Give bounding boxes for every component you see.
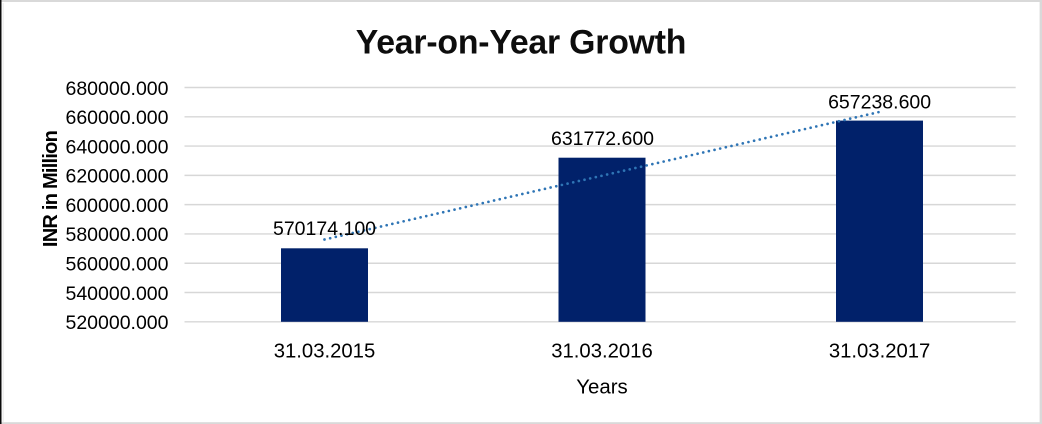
svg-text:620000.000: 620000.000 <box>65 166 168 188</box>
svg-text:31.03.2017: 31.03.2017 <box>829 341 931 363</box>
svg-text:600000.000: 600000.000 <box>65 195 168 217</box>
svg-text:31.03.2015: 31.03.2015 <box>274 341 376 363</box>
svg-text:560000.000: 560000.000 <box>65 254 168 276</box>
svg-text:540000.000: 540000.000 <box>65 283 168 305</box>
svg-text:660000.000: 660000.000 <box>65 107 168 129</box>
svg-text:570174.100: 570174.100 <box>273 218 376 240</box>
svg-text:Years: Years <box>576 377 627 399</box>
svg-text:520000.000: 520000.000 <box>65 312 168 334</box>
svg-text:657238.600: 657238.600 <box>828 91 931 113</box>
svg-text:580000.000: 580000.000 <box>65 224 168 246</box>
svg-text:631772.600: 631772.600 <box>551 128 654 150</box>
svg-text:680000.000: 680000.000 <box>65 78 168 100</box>
svg-text:31.03.2016: 31.03.2016 <box>551 341 653 363</box>
svg-text:640000.000: 640000.000 <box>65 136 168 158</box>
svg-text:Year-on-Year Growth: Year-on-Year Growth <box>356 24 687 62</box>
svg-text:INR in Million: INR in Million <box>40 131 62 247</box>
